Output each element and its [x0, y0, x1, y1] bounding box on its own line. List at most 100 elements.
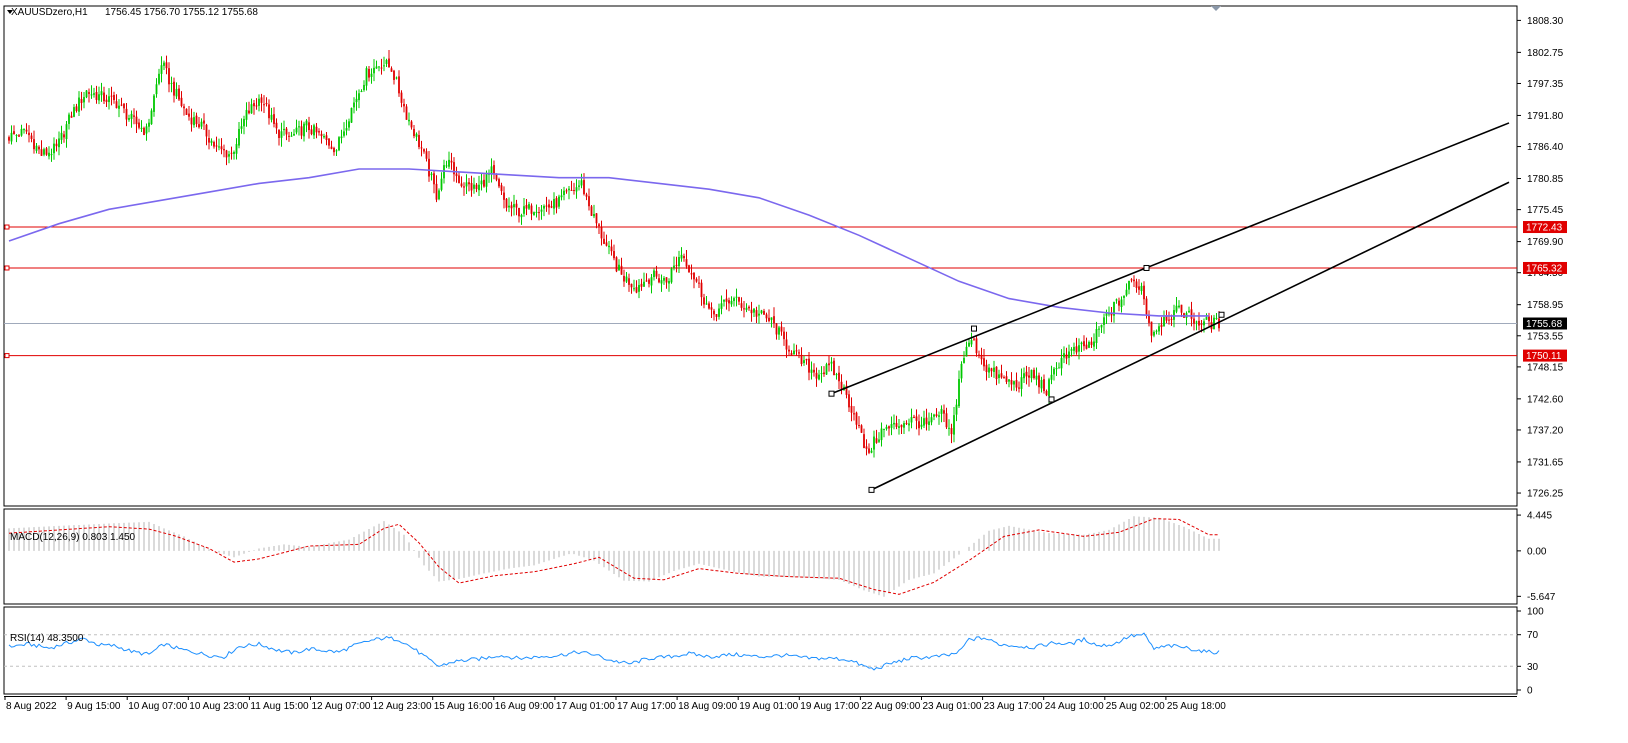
candle-body — [590, 206, 593, 216]
candle-body — [1195, 321, 1198, 323]
candle-body — [1008, 379, 1010, 382]
candle-body — [860, 425, 863, 433]
candle-body — [610, 246, 613, 252]
candle-body — [133, 115, 135, 117]
candle-body — [695, 278, 698, 282]
channel-anchor-handle[interactable] — [828, 390, 835, 397]
candle-body — [75, 106, 78, 111]
candle-body — [433, 173, 435, 185]
candle-body — [268, 104, 270, 119]
candle-body — [1135, 281, 1138, 288]
candle-body — [595, 213, 598, 224]
candle-body — [638, 285, 640, 292]
candle-body — [255, 105, 258, 107]
candle-body — [360, 90, 363, 92]
candle-body — [740, 303, 743, 308]
candle-body — [298, 126, 300, 128]
candle-body — [30, 135, 33, 139]
candle-body — [1073, 346, 1075, 351]
candle-body — [658, 278, 660, 283]
rsi-tick-label: 100 — [1527, 607, 1544, 618]
candle-body — [775, 323, 778, 335]
candle-body — [718, 308, 720, 317]
channel-anchor-handle[interactable] — [1218, 311, 1225, 318]
candle-body — [403, 103, 405, 107]
candle-body — [713, 310, 715, 315]
channel-anchor-handle[interactable] — [1143, 264, 1150, 271]
candle-body — [370, 73, 373, 77]
candle-body — [423, 149, 425, 152]
candle-body — [163, 62, 165, 66]
candle-body — [68, 114, 70, 124]
candle-body — [1063, 353, 1065, 358]
candle-body — [925, 417, 928, 425]
channel-anchor-handle[interactable] — [868, 486, 875, 493]
candle-body — [685, 259, 688, 267]
candle-body — [180, 97, 183, 106]
time-axis: 8 Aug 2022 9 Aug 15:00 10 Aug 07:00 10 Aug … — [4, 696, 1517, 712]
candle-body — [805, 358, 808, 361]
candle-body — [655, 270, 658, 277]
candles-group — [8, 49, 1220, 458]
candle-body — [235, 144, 238, 154]
candle-body — [930, 417, 933, 423]
price-pane[interactable]: 1808.30 1802.75 1797.35 1791.80 1786.40 1780.… — [3, 5, 1567, 507]
level-anchor-icon[interactable] — [4, 265, 10, 271]
candle-body — [845, 385, 848, 395]
candle-body — [140, 127, 143, 129]
candle-body — [1153, 331, 1155, 336]
candle-body — [293, 133, 295, 136]
candle-body — [350, 107, 353, 123]
candle-body — [880, 428, 883, 441]
candle-body — [1173, 310, 1175, 320]
candle-body — [878, 439, 880, 442]
candle-body — [473, 184, 475, 189]
candle-body — [65, 124, 68, 140]
price-tick-label: 1802.75 — [1527, 48, 1564, 59]
candle-body — [858, 425, 860, 427]
candle-body — [1015, 380, 1018, 388]
candle-body — [735, 296, 738, 298]
candle-body — [720, 303, 723, 309]
candle-body — [1085, 344, 1088, 349]
macd-pane[interactable]: 4.445 0.00 -5.647 — [3, 508, 1556, 605]
candle-body — [275, 122, 278, 129]
candle-body — [1010, 380, 1013, 385]
candle-body — [995, 366, 998, 380]
candle-body — [355, 98, 358, 103]
time-tick-label: 22 Aug 09:00 — [861, 701, 920, 712]
candle-body — [225, 150, 228, 158]
candle-body — [1158, 326, 1160, 332]
channel-upper-line[interactable] — [831, 122, 1510, 395]
candle-body — [363, 84, 365, 91]
candle-body — [95, 92, 98, 100]
candle-body — [83, 97, 85, 103]
level-anchor-icon[interactable] — [4, 353, 10, 359]
candle-body — [945, 413, 948, 428]
chart-menu-triangle-icon[interactable] — [7, 10, 13, 14]
candle-body — [320, 133, 323, 137]
candle-body — [205, 124, 208, 137]
candle-body — [613, 251, 615, 259]
candle-body — [463, 186, 465, 188]
candle-body — [795, 350, 798, 352]
price-tick-label: 1726.25 — [1527, 489, 1564, 500]
candle-body — [1023, 373, 1025, 379]
candle-body — [170, 82, 173, 84]
candle-body — [863, 434, 865, 448]
candle-body — [940, 408, 943, 414]
channel-anchor-handle[interactable] — [971, 325, 977, 332]
channel-lower-line[interactable] — [871, 181, 1510, 491]
candle-body — [18, 135, 20, 137]
level-anchor-icon[interactable] — [4, 224, 10, 230]
candle-body — [608, 245, 610, 248]
candle-body — [900, 424, 903, 428]
rsi-pane[interactable]: 100 70 30 0 — [3, 606, 1544, 697]
channel-anchor-handle[interactable] — [1048, 396, 1055, 403]
candle-body — [88, 92, 90, 94]
candle-body — [748, 306, 750, 309]
candle-body — [1205, 317, 1208, 320]
candle-body — [825, 364, 828, 375]
candle-body — [333, 147, 335, 153]
